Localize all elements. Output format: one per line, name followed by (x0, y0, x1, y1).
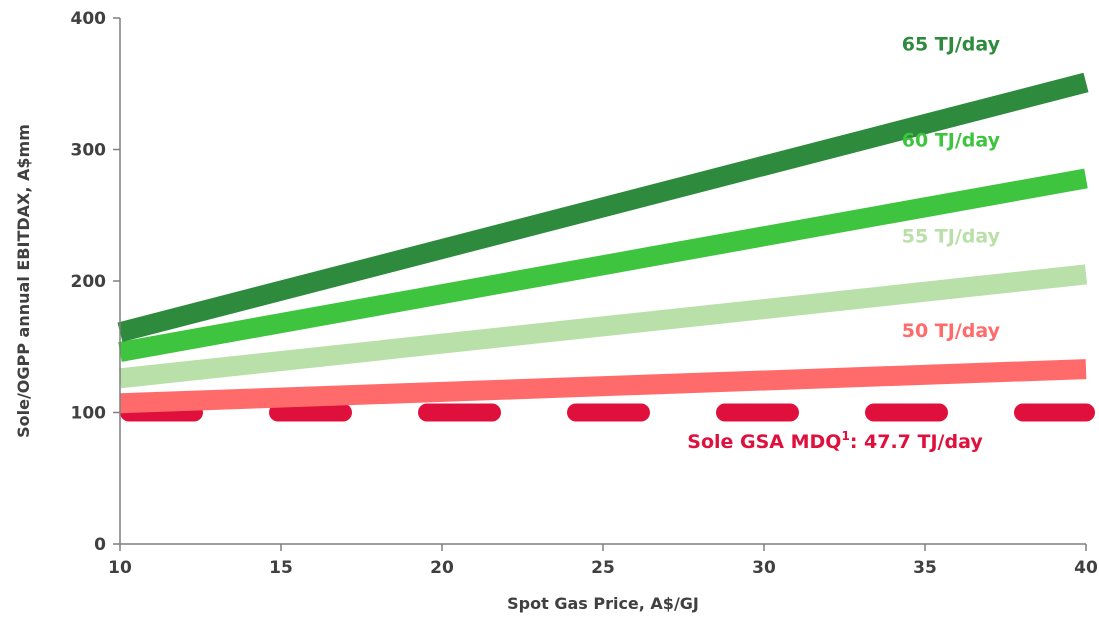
x-axis-title: Spot Gas Price, A$/GJ (507, 594, 699, 613)
series-label: 55 TJ/day (902, 225, 1001, 247)
x-tick-label: 20 (430, 558, 454, 578)
series-group (117, 72, 1089, 414)
series-labels: 65 TJ/day 60 TJ/day 55 TJ/day 50 TJ/day (902, 33, 1001, 342)
series-line (118, 264, 1088, 389)
series-label: 50 TJ/day (902, 320, 1001, 342)
reference-line-label: Sole GSA MDQ1: 47.7 TJ/day (687, 429, 983, 453)
y-tick-label: 400 (71, 9, 107, 29)
series-line (117, 72, 1089, 342)
series-line (118, 168, 1088, 362)
ticks: 0 100 200 300 400 10 15 20 25 30 35 40 (71, 9, 1098, 578)
series-label: 65 TJ/day (902, 33, 1001, 55)
x-tick-label: 15 (269, 558, 293, 578)
y-tick-label: 0 (94, 535, 106, 555)
x-tick-label: 25 (591, 558, 615, 578)
reference-line-label-superscript: 1 (841, 429, 849, 443)
x-tick-label: 40 (1074, 558, 1098, 578)
series-label: 60 TJ/day (902, 129, 1001, 151)
series-line (119, 359, 1087, 414)
y-tick-label: 300 (71, 141, 107, 161)
y-tick-label: 100 (71, 404, 107, 424)
y-tick-label: 200 (71, 272, 107, 292)
x-tick-label: 10 (108, 558, 132, 578)
x-tick-label: 35 (913, 558, 937, 578)
x-tick-label: 30 (752, 558, 776, 578)
y-axis-title: Sole/OGPP annual EBITDAX, A$mm (14, 124, 33, 438)
reference-line-label-value: : 47.7 TJ/day (850, 431, 984, 453)
reference-line-label-name: Sole GSA MDQ (687, 431, 841, 453)
